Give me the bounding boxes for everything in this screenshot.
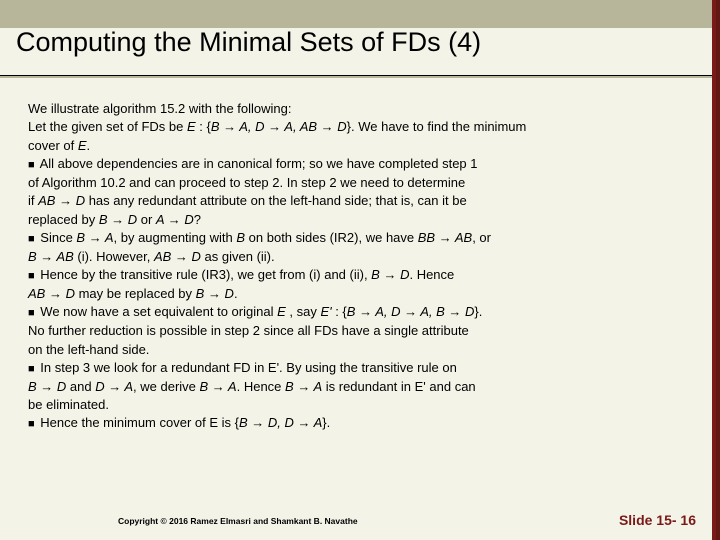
line: , by augmenting with <box>114 230 237 245</box>
line-it: AB → D <box>28 286 75 301</box>
line: . Hence <box>237 379 285 394</box>
line: }. We have to find the minimum <box>347 119 527 134</box>
line: , or <box>472 230 491 245</box>
line-it: E <box>78 138 87 153</box>
bullet-icon: ■ <box>28 363 35 375</box>
line: ? <box>194 212 201 227</box>
line: cover of <box>28 138 78 153</box>
line: , say <box>286 304 321 319</box>
line: Hence by the transitive rule (IR3), we g… <box>40 267 371 282</box>
slide-title: Computing the Minimal Sets of FDs (4) <box>16 27 481 58</box>
bullet-icon: ■ <box>28 418 35 430</box>
bullet-icon: ■ <box>28 159 35 171</box>
line-it: B → A <box>76 230 113 245</box>
line: . <box>234 286 238 301</box>
line: replaced by <box>28 212 99 227</box>
line: Hence the minimum cover of E is { <box>40 415 239 430</box>
line: : { <box>332 304 347 319</box>
line-it: AB → D <box>154 249 201 264</box>
line: We illustrate algorithm 15.2 with the fo… <box>28 101 292 116</box>
line-it: B → A <box>285 379 322 394</box>
line: Since <box>40 230 76 245</box>
line-it: B → A, D → A, B → D <box>347 304 475 319</box>
line-it: E <box>187 119 196 134</box>
bullet-icon: ■ <box>28 233 35 245</box>
line-it: A → D <box>156 212 194 227</box>
line-it: B → A, D → A, AB → D <box>211 119 347 134</box>
body-text: We illustrate algorithm 15.2 with the fo… <box>28 100 688 433</box>
line: of Algorithm 10.2 and can proceed to ste… <box>28 175 465 190</box>
line: }. <box>322 415 330 430</box>
line-it: B → D <box>28 379 66 394</box>
line: or <box>137 212 156 227</box>
right-stripe-inner <box>716 0 720 540</box>
line-it: E <box>277 304 286 319</box>
line-it: B → A <box>200 379 237 394</box>
bullet-icon: ■ <box>28 270 35 282</box>
line: : { <box>196 119 211 134</box>
line-it: E' <box>320 304 331 319</box>
line-it: B → AB <box>28 249 74 264</box>
line-it: B → D <box>371 267 409 282</box>
slide-number: Slide 15- 16 <box>619 512 696 528</box>
line: and <box>66 379 95 394</box>
line: . Hence <box>409 267 454 282</box>
bullet-icon: ■ <box>28 307 35 319</box>
line: }. <box>474 304 482 319</box>
line-it: B → D, D → A <box>239 415 322 430</box>
line-it: B <box>236 230 245 245</box>
line: (i). However, <box>74 249 154 264</box>
line-it: BB → AB <box>418 230 472 245</box>
line: Let the given set of FDs be <box>28 119 187 134</box>
line: has any redundant attribute on the left-… <box>85 193 467 208</box>
line-it: D → A <box>95 379 133 394</box>
line: may be replaced by <box>75 286 196 301</box>
line-it: AB → D <box>38 193 85 208</box>
line-it: B → D <box>196 286 234 301</box>
line: be eliminated. <box>28 397 109 412</box>
line: as given (ii). <box>201 249 275 264</box>
line: We now have a set equivalent to original <box>40 304 277 319</box>
line: In step 3 we look for a redundant FD in … <box>40 360 457 375</box>
line: , we derive <box>133 379 199 394</box>
line: is redundant in E' and can <box>322 379 476 394</box>
line: . <box>87 138 91 153</box>
line: No further reduction is possible in step… <box>28 323 469 338</box>
line-it: B → D <box>99 212 137 227</box>
line: if <box>28 193 38 208</box>
line: on both sides (IR2), we have <box>245 230 418 245</box>
line: on the left-hand side. <box>28 342 149 357</box>
copyright-text: Copyright © 2016 Ramez Elmasri and Shamk… <box>118 516 358 526</box>
line: All above dependencies are in canonical … <box>40 156 478 171</box>
